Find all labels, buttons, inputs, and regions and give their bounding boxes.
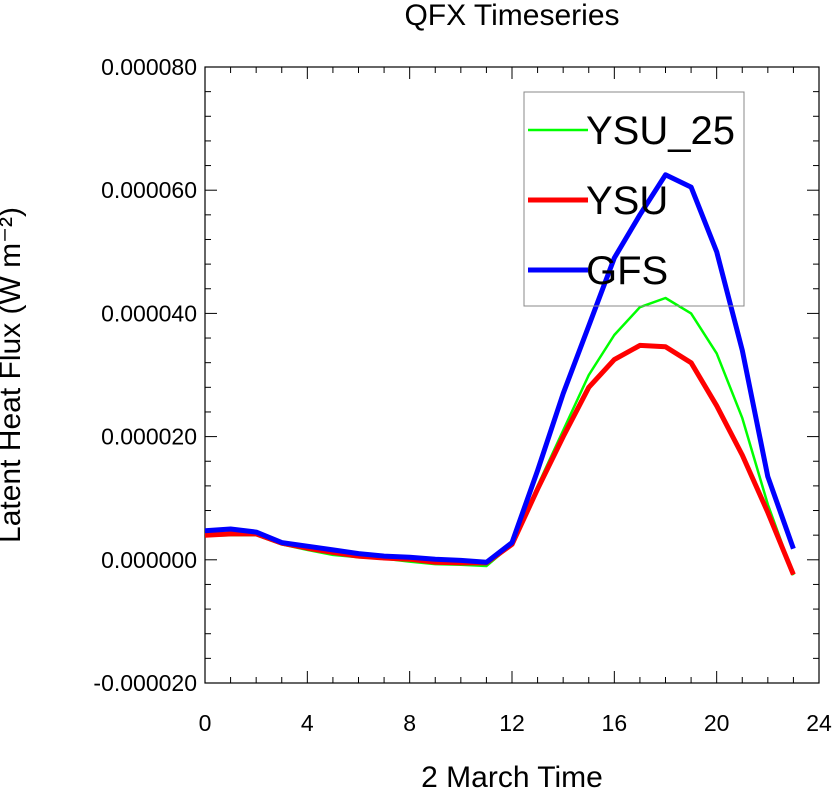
x-tick-label: 8 <box>403 710 416 736</box>
series-line-gfs <box>204 172 796 565</box>
y-tick-label: 0.000080 <box>101 54 197 80</box>
x-tick-label: 4 <box>301 710 314 736</box>
x-tick-label: 16 <box>602 710 628 736</box>
y-tick-label: 0.000000 <box>101 547 197 573</box>
legend-label: GFS <box>586 249 668 293</box>
y-tick-label: -0.000020 <box>93 670 197 696</box>
x-tick-label: 0 <box>199 710 212 736</box>
y-tick-label: 0.000020 <box>101 424 197 450</box>
x-tick-label: 12 <box>499 710 525 736</box>
y-axis-label: Latent Heat Flux (W m⁻²) <box>0 207 27 543</box>
y-axis-ticks: -0.000020 0.000000 0.000020 0.000040 0.00006… <box>93 54 819 696</box>
y-tick-label: 0.000040 <box>101 300 197 326</box>
plot-frame <box>204 66 820 684</box>
x-axis-ticks: 0 4 8 12 16 20 24 <box>199 67 832 736</box>
legend-box <box>523 91 745 307</box>
x-axis-label: 2 March Time <box>421 761 603 791</box>
chart-title: QFX Timeseries <box>404 0 619 32</box>
plot-border <box>204 66 820 684</box>
series-line-ysu <box>204 342 796 576</box>
y-tick-label: 0.000060 <box>101 177 197 203</box>
legend-label: YSU <box>586 179 668 223</box>
legend-label: YSU_25 <box>586 109 735 153</box>
x-tick-label: 20 <box>704 710 730 736</box>
series-line-ysu-25 <box>204 296 795 576</box>
legend: YSU_25 YSU GFS <box>523 91 745 307</box>
x-tick-label: 24 <box>806 710 832 736</box>
series-lines <box>204 172 796 576</box>
